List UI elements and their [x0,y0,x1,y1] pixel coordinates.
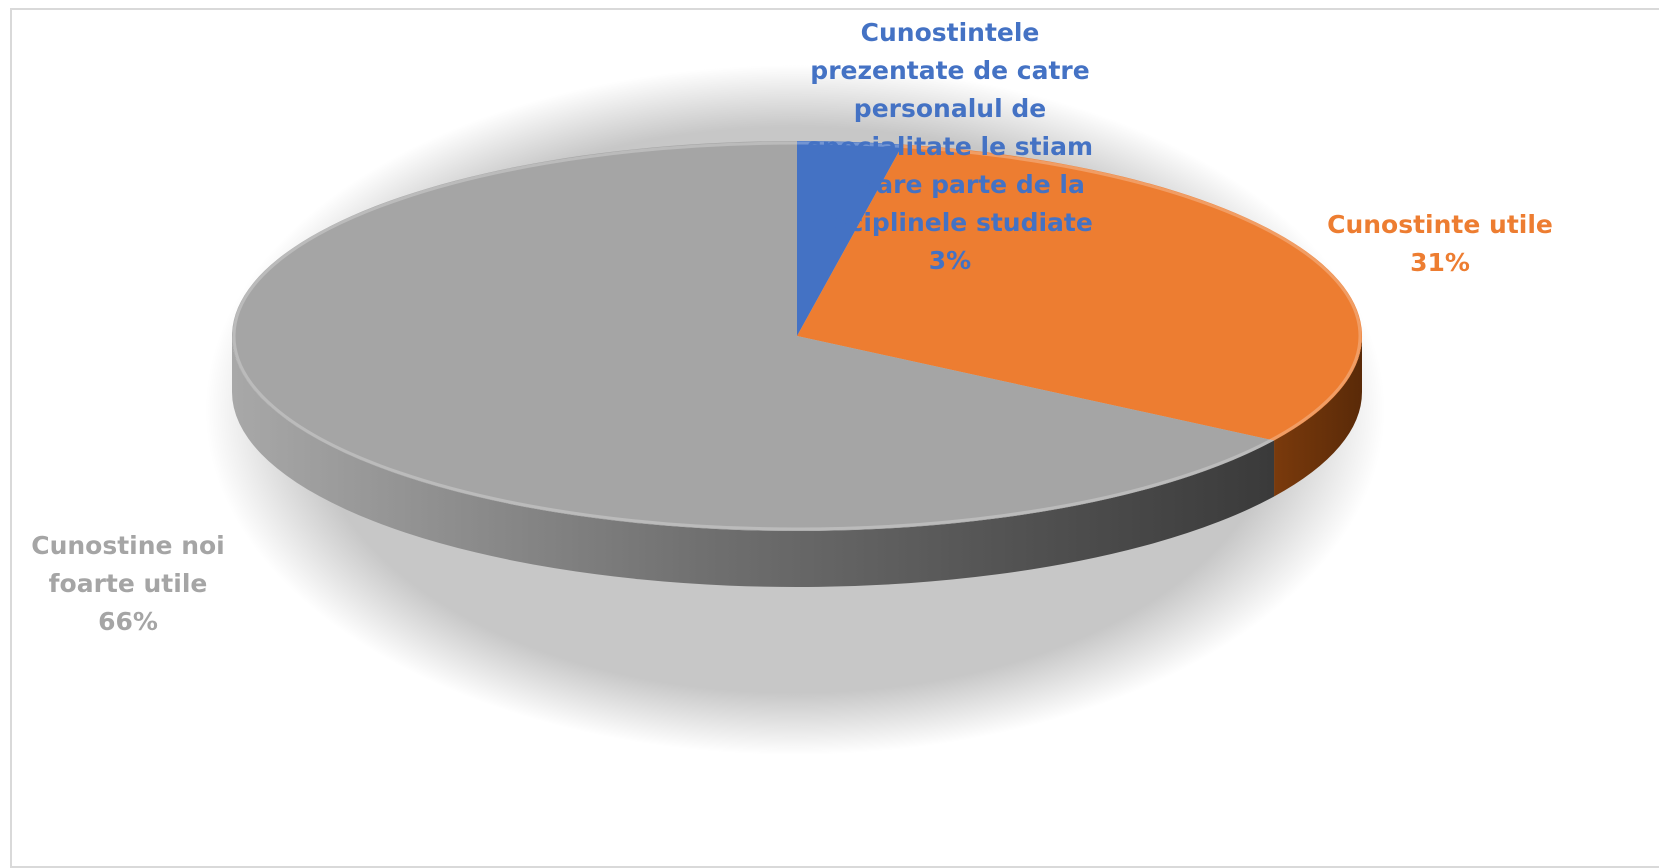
slice-label-1-line-6: disciplinele studiate [807,208,1093,237]
pie-sides [232,336,1362,588]
pie-chart [205,65,1385,755]
slice-label-1-line-3: personalul de [853,94,1047,123]
slice-label-2-percent: 31% [1410,248,1470,277]
slice-label-1-line-2: prezentate de catre [810,56,1090,85]
pie-slice-1 [797,141,903,336]
slice-label-1-percent: 3% [928,246,972,275]
pie-side-3 [232,336,1275,588]
slice-label-3-line-2: foarte utile [48,569,208,598]
slice-label-2-line-1: Cunostinte utile [1327,210,1553,239]
pie-slice-2 [797,144,1363,441]
pie-slice-3 [232,141,1275,531]
pie-tops [232,141,1363,531]
slice-label-3-percent: 66% [98,607,158,636]
slice-label-2: Cunostinte utile 31% [1305,206,1575,282]
pie-side-2 [1274,336,1362,497]
slice-label-1-line-4: specialitate le stiam [806,132,1094,161]
slice-label-1-line-5: in mare parte de la [815,170,1085,199]
slice-label-1-line-1: Cunostintele [860,18,1040,47]
slice-label-3: Cunostine noi foarte utile 66% [18,527,238,641]
pie-top-rim-highlight [232,141,1362,531]
slice-label-3-line-1: Cunostine noi [31,531,225,560]
slice-label-1: Cunostintele prezentate de catre persona… [805,14,1095,280]
